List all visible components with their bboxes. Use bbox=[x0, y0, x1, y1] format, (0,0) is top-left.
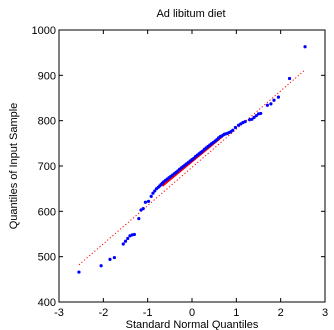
data-point bbox=[153, 189, 157, 193]
data-point bbox=[250, 117, 254, 121]
data-point bbox=[132, 232, 136, 237]
chart-title: Ad libitum diet bbox=[156, 8, 225, 20]
data-point bbox=[303, 45, 307, 49]
x-tick-label: 0 bbox=[189, 307, 195, 319]
data-point bbox=[149, 194, 153, 198]
data-point bbox=[123, 239, 128, 243]
data-point bbox=[231, 128, 235, 132]
x-axis-label: Standard Normal Quantiles bbox=[126, 319, 259, 330]
y-tick-label: 700 bbox=[38, 161, 56, 173]
y-tick-label: 400 bbox=[38, 297, 56, 309]
x-tick-label: -1 bbox=[143, 307, 153, 319]
y-axis-label: Quantiles of Input Sample bbox=[8, 103, 20, 230]
x-tick-label: 1 bbox=[233, 307, 239, 319]
x-tick-label: 2 bbox=[278, 307, 284, 319]
data-point bbox=[137, 216, 141, 221]
data-point bbox=[252, 115, 256, 120]
data-points bbox=[77, 45, 307, 274]
data-point bbox=[269, 102, 273, 106]
data-point bbox=[77, 270, 81, 274]
data-point bbox=[146, 199, 151, 203]
data-point bbox=[265, 103, 269, 107]
data-point bbox=[259, 111, 263, 116]
y-tick-label: 1000 bbox=[32, 25, 56, 37]
y-tick-label: 500 bbox=[38, 252, 56, 264]
x-tick-label: 3 bbox=[322, 307, 328, 319]
x-tick-label: -3 bbox=[54, 307, 64, 319]
data-point bbox=[151, 191, 155, 195]
data-point bbox=[287, 76, 292, 81]
data-point bbox=[276, 95, 281, 99]
data-point bbox=[121, 242, 125, 246]
data-point bbox=[108, 257, 112, 261]
data-point bbox=[126, 236, 130, 241]
data-point bbox=[99, 264, 103, 268]
x-tick-label: -2 bbox=[98, 307, 108, 319]
y-tick-label: 600 bbox=[38, 206, 56, 218]
data-point bbox=[233, 125, 238, 130]
data-point bbox=[143, 200, 148, 204]
data-point bbox=[243, 119, 247, 124]
y-axis: 400 500 600 700 800 900 1000 bbox=[32, 25, 325, 309]
data-point bbox=[141, 207, 145, 211]
y-tick-label: 900 bbox=[38, 70, 56, 82]
y-tick-label: 800 bbox=[38, 116, 56, 128]
plot-area bbox=[58, 29, 326, 303]
reference-line bbox=[78, 69, 306, 266]
data-point bbox=[272, 98, 276, 102]
x-axis: -3 -2 -1 0 1 2 3 bbox=[54, 30, 328, 319]
data-point bbox=[112, 255, 117, 260]
data-point bbox=[254, 114, 258, 118]
